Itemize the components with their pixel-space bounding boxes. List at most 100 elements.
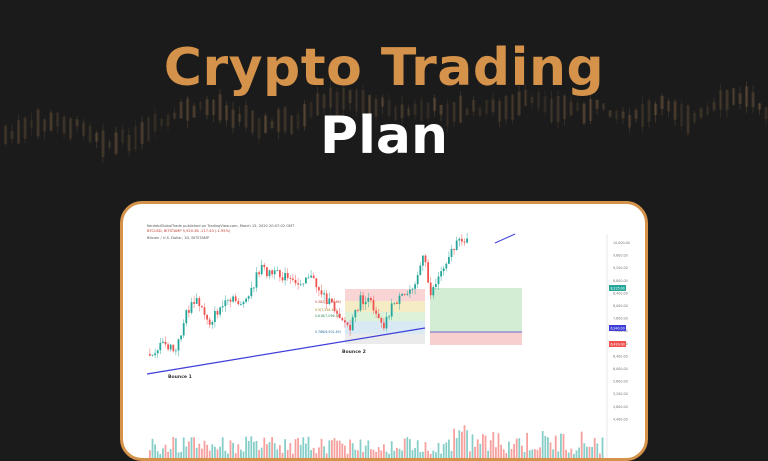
volume-bar xyxy=(341,443,344,458)
price-axis-label: 6,000.00 xyxy=(613,367,628,371)
candle xyxy=(362,295,364,305)
bg-candle xyxy=(277,109,281,132)
fib-level-0786: 0.786(6,501.49) xyxy=(315,330,341,334)
candle xyxy=(201,306,203,308)
volume-bar xyxy=(271,437,273,458)
volume-bar xyxy=(190,437,193,458)
candle xyxy=(463,241,466,243)
bg-candle xyxy=(478,108,482,117)
bg-candle xyxy=(166,114,170,126)
candle xyxy=(372,300,375,311)
candle xyxy=(429,282,432,296)
candle xyxy=(297,283,299,285)
volume-bar xyxy=(336,440,338,458)
volume-bar xyxy=(437,442,440,458)
candle xyxy=(390,303,393,317)
bg-candle xyxy=(121,129,125,144)
candle xyxy=(154,353,156,356)
long-position-profit-zone xyxy=(430,288,522,332)
volume-bar xyxy=(570,448,573,458)
volume-bar xyxy=(234,453,237,458)
volume-bar xyxy=(487,450,489,458)
volume-bar xyxy=(562,433,565,458)
volume-bar xyxy=(505,453,508,458)
volume-bar xyxy=(315,453,318,458)
candle xyxy=(214,310,216,323)
candle xyxy=(370,297,372,301)
volume-bar xyxy=(552,449,554,458)
bg-candle xyxy=(751,92,755,108)
candle xyxy=(208,319,211,325)
volume-bar xyxy=(401,450,403,458)
volume-bar xyxy=(281,452,284,458)
volume-bar xyxy=(333,438,336,458)
volume-bar xyxy=(396,447,398,458)
candle xyxy=(273,270,276,275)
candle xyxy=(169,344,172,350)
volume-bar xyxy=(531,449,534,458)
volume-bar xyxy=(359,439,362,458)
price-axis-label: 7,200.00 xyxy=(613,329,628,333)
candle xyxy=(328,298,331,305)
bg-candle xyxy=(712,101,716,110)
volume-bar xyxy=(354,449,357,458)
bg-candle xyxy=(251,110,255,133)
candle xyxy=(172,344,175,352)
volume-bar xyxy=(445,442,448,458)
price-axis-label: 4,400.00 xyxy=(613,417,628,421)
volume-bar xyxy=(547,437,549,458)
bg-candle xyxy=(543,96,547,112)
volume-bar xyxy=(554,435,557,458)
price-axis-label: 9,200.00 xyxy=(613,266,628,270)
candle xyxy=(422,255,424,266)
bg-candle xyxy=(368,95,372,114)
candle xyxy=(375,310,377,314)
volume-bar xyxy=(593,437,596,458)
volume-bar xyxy=(442,444,445,458)
volume-bar xyxy=(461,431,463,458)
volume-bar xyxy=(539,447,541,458)
fib-zone-blue xyxy=(345,321,425,334)
volume-bar xyxy=(255,440,258,458)
candle xyxy=(156,350,159,354)
volume-bar xyxy=(297,437,299,458)
bg-candle xyxy=(147,117,151,142)
bg-candle xyxy=(420,100,424,121)
chart-header-title: Bitcoin / U.S. Dollar, 1D, BITSTAMP xyxy=(147,236,210,240)
candle xyxy=(383,322,385,329)
price-tag xyxy=(609,325,626,331)
volume-bar xyxy=(172,436,175,458)
candle xyxy=(406,293,409,295)
trading-chart: KenteblGlobalTrade published on TradingV… xyxy=(146,224,630,458)
volume-bar xyxy=(578,447,580,458)
volume-bar xyxy=(544,436,547,458)
bg-candle xyxy=(361,90,365,118)
volume-bar xyxy=(469,451,471,458)
candle xyxy=(177,339,180,351)
price-tag-label: 6,424.00 xyxy=(611,342,625,346)
bg-candle xyxy=(296,113,300,129)
bg-candle xyxy=(95,132,99,142)
bg-candle xyxy=(316,93,320,116)
volume-bar xyxy=(367,440,370,458)
candle xyxy=(299,284,302,286)
volume-bar xyxy=(240,449,242,458)
volume-bar xyxy=(599,453,601,458)
candle xyxy=(281,277,284,281)
volume-bar xyxy=(573,453,575,458)
candle xyxy=(367,297,370,302)
volume-bar xyxy=(591,446,593,458)
bg-candle xyxy=(465,108,469,116)
title-plan: Plan xyxy=(319,106,449,166)
volume-bar xyxy=(497,433,500,458)
volume-bar xyxy=(185,446,188,458)
bg-candle xyxy=(621,111,625,119)
volume-bar xyxy=(198,443,201,458)
bg-candle xyxy=(628,114,632,128)
volume-bar xyxy=(416,440,419,458)
volume-bar xyxy=(536,449,539,458)
volume-bar xyxy=(466,430,468,458)
candle xyxy=(341,317,344,321)
volume-bar xyxy=(227,453,229,458)
candle xyxy=(419,265,422,276)
